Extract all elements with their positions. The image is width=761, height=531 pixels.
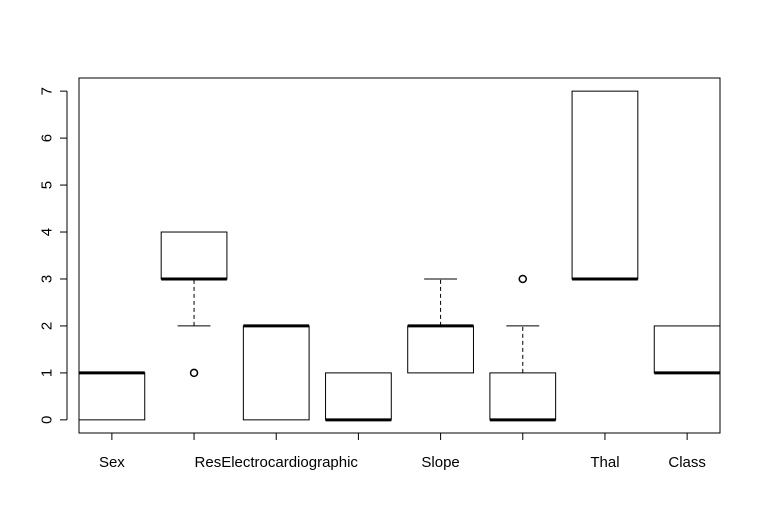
box-rect-4 <box>407 325 474 374</box>
x-tick-label-7: Class <box>668 454 706 471</box>
y-tick-label-0: 0 <box>39 416 56 424</box>
y-tick-label-4: 4 <box>39 228 56 236</box>
x-axis: Sex ResElectrocardiographic Slope Thal Class <box>99 432 706 471</box>
y-axis: 0 1 2 3 4 5 6 7 <box>39 87 68 424</box>
y-tick-label-7: 7 <box>39 87 56 95</box>
box-6 <box>571 90 639 281</box>
x-tick-label-0: Sex <box>99 454 125 471</box>
x-tick-label-6: Thal <box>590 454 619 471</box>
box-4 <box>407 278 474 374</box>
y-tick-label-2: 2 <box>39 322 56 330</box>
box-rect-7 <box>653 325 721 374</box>
outlier-1-0 <box>189 368 199 378</box>
box-rect-2 <box>242 325 310 421</box>
box-1 <box>160 231 228 378</box>
x-tick-label-4: Slope <box>421 454 459 471</box>
box-rect-3 <box>325 372 392 421</box>
box-rect-0 <box>78 372 146 421</box>
x-tick-label-2: ResElectrocardiographic <box>195 454 359 471</box>
y-tick-label-1: 1 <box>39 369 56 377</box>
boxes-group <box>78 90 721 422</box>
y-tick-label-3: 3 <box>39 275 56 283</box>
box-rect-6 <box>571 90 639 280</box>
outlier-5-0 <box>518 274 528 284</box>
box-rect-5 <box>489 372 557 421</box>
box-7 <box>653 325 721 375</box>
y-tick-label-5: 5 <box>39 181 56 189</box>
box-3 <box>325 372 392 422</box>
box-5 <box>489 274 557 422</box>
y-tick-label-6: 6 <box>39 134 56 142</box>
box-0 <box>78 371 146 421</box>
box-2 <box>242 324 310 421</box>
box-rect-1 <box>160 231 228 280</box>
